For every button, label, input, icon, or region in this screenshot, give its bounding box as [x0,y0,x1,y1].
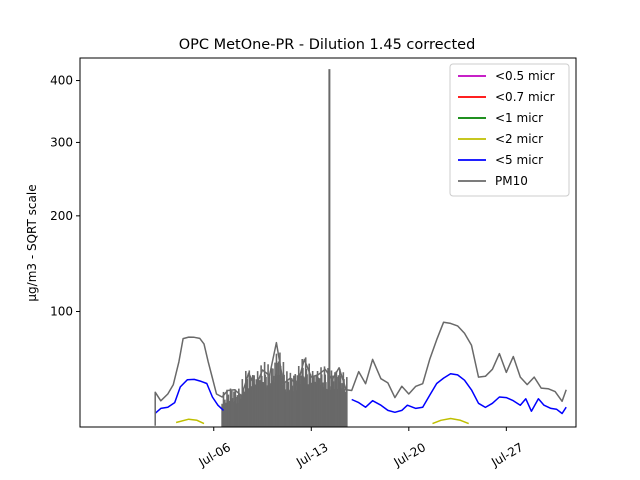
y-tick-label: 300 [50,135,73,149]
legend-label: <0.5 micr [495,69,555,83]
series-line-5-micr [154,372,567,415]
legend-label: <1 micr [495,111,543,125]
y-tick-label: 200 [50,209,73,223]
legend-label: <2 micr [495,132,543,146]
legend-label: <0.7 micr [495,90,555,104]
legend: <0.5 micr <0.7 micr <1 micr <2 micr <5 micr P… [449,63,570,197]
series-line-pm10 [154,321,567,426]
y-tick-label: 400 [50,74,73,88]
legend-label: PM10 [495,174,528,188]
legend-label: <5 micr [495,153,543,167]
plot-frame [79,57,577,428]
y-tick-label: 100 [50,305,73,319]
y-axis-label: µg/m3 - SQRT scale [25,184,39,301]
chart-title: OPC MetOne-PR - Dilution 1.45 corrected [179,37,476,53]
series-line-2-micr [175,417,469,425]
data-layer [154,69,567,427]
